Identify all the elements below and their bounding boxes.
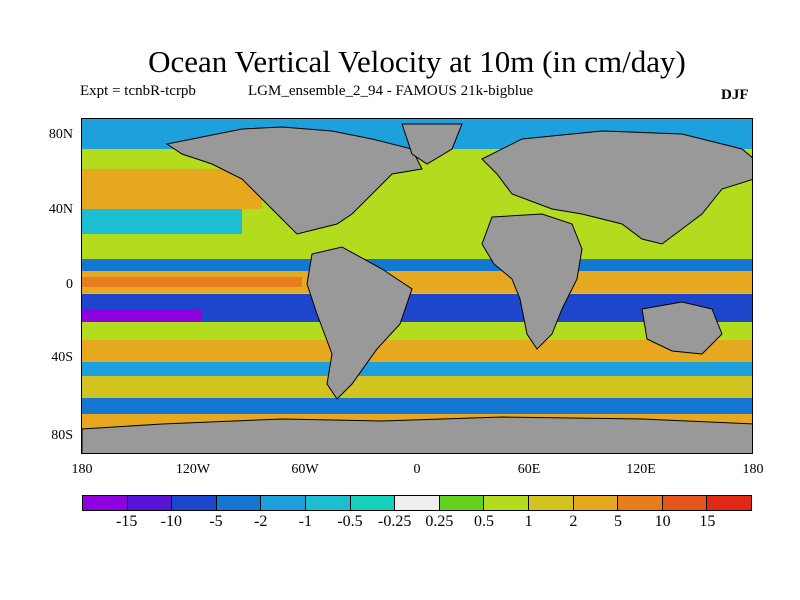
antarctica [82,416,752,453]
ocean-field-map [82,119,752,453]
north-america [165,126,423,235]
lat-label-40n: 40N [48,202,73,217]
north-pacific-band [82,169,262,209]
lon-label-0: 0 [413,462,421,477]
equatorial-band-core [82,277,302,287]
plot-title: Ocean Vertical Velocity at 10m (in cm/da… [148,44,686,79]
colorbar-swatch [662,496,708,510]
colorbar-swatch [395,496,440,510]
lon-label-60e: 60E [517,462,541,477]
colorbar-swatch [127,496,173,510]
colorbar-swatch [707,496,751,510]
colorbar-swatch [439,496,485,510]
colorbar-tick-label: -0.5 [337,513,363,530]
map-panel [81,118,753,454]
colorbar-tick-label: 0.5 [474,513,494,530]
experiment-label: Expt = tcnbR-tcrpb [80,83,196,99]
colorbar-swatch [305,496,351,510]
lon-label-120w: 120W [175,462,211,477]
colorbar-tick-label: -5 [209,513,223,530]
lat-label-eq: 0 [66,277,73,292]
colorbar-swatch [528,496,574,510]
subtropical-south [82,322,752,340]
lat-label-80n: 80N [48,127,73,142]
southern-ocean-orange [82,340,752,362]
colorbar-tick-label: 0.25 [425,513,454,530]
colorbar-tick-label: -2 [253,513,268,530]
colorbar-tick-label: 5 [614,513,622,530]
colorbar-tick-label: -0.25 [377,513,412,530]
colorbar-swatch [484,496,529,510]
colorbar-tick-label: -1 [298,513,312,530]
colorbar-swatch [573,496,619,510]
land-masses [82,123,752,453]
model-run-label: LGM_ensemble_2_94 - FAMOUS 21k-bigblue [248,83,534,99]
colorbar-swatch [618,496,663,510]
colorbar [82,495,752,511]
south-america [306,246,413,400]
lat-label-80s: 80S [51,428,73,443]
colorbar-swatch [83,496,128,510]
colorbar-swatch [350,496,396,510]
lon-label-180e: 180 [742,462,764,477]
southern-ocean-blue [82,362,752,376]
equatorial-band [82,271,752,293]
colorbar-swatch [261,496,306,510]
colorbar-tick-label: 10 [654,513,671,530]
southern-ocean-yellow [82,376,752,398]
lat-label-40s: 40S [51,350,73,365]
lon-label-180w: 180 [71,462,93,477]
season-label: DJF [721,87,749,103]
south-pacific-purple [82,309,202,323]
colorbar-tick-label: 15 [699,513,716,530]
australia [641,301,723,355]
lon-label-60w: 60W [291,462,319,477]
colorbar-swatch [216,496,262,510]
colorbar-tick-label: -10 [160,513,182,530]
tropical-band-north [82,259,752,271]
north-pacific-cyan [82,209,242,234]
colorbar-tick-label: -15 [115,513,138,530]
africa [481,213,583,350]
greenland [401,123,463,165]
eurasia [481,130,752,245]
colorbar-swatch [172,496,217,510]
colorbar-tick-label: 2 [569,513,578,530]
colorbar-tick-label: 1 [524,513,533,530]
southern-ocean-deep [82,398,752,414]
lon-label-120e: 120E [626,462,656,477]
